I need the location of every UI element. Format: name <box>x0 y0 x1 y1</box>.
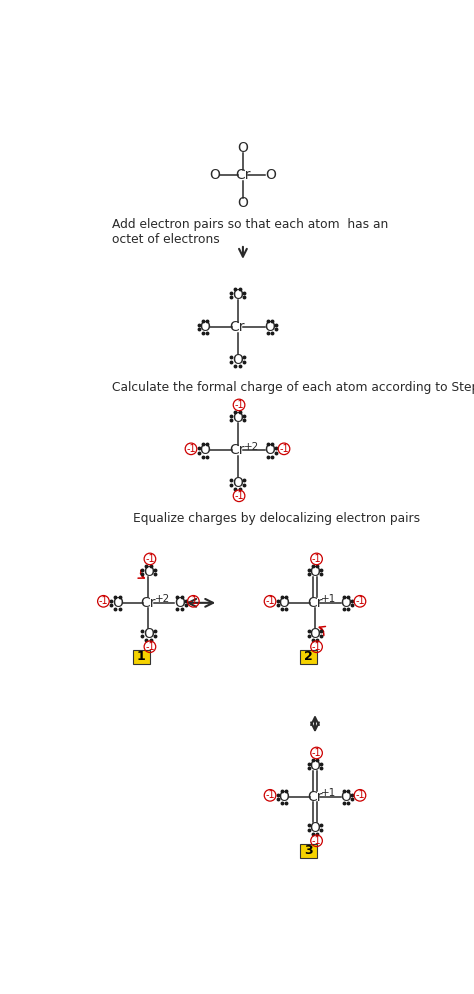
Text: O: O <box>310 626 320 641</box>
Text: O: O <box>264 443 275 457</box>
Text: +1: +1 <box>321 594 337 604</box>
Text: O: O <box>237 196 248 210</box>
FancyBboxPatch shape <box>300 650 317 664</box>
Text: +1: +1 <box>321 788 337 798</box>
FancyBboxPatch shape <box>133 650 150 664</box>
Text: 1: 1 <box>137 650 146 663</box>
Text: Calculate the formal charge of each atom according to Step #4: Calculate the formal charge of each atom… <box>112 381 474 394</box>
Text: -1: -1 <box>355 790 365 800</box>
Text: Add electron pairs so that each atom  has an
octet of electrons: Add electron pairs so that each atom has… <box>112 218 388 246</box>
Text: O: O <box>210 169 220 183</box>
Text: -1: -1 <box>234 400 244 410</box>
Text: -1: -1 <box>312 554 321 564</box>
Text: O: O <box>340 595 351 610</box>
Text: -1: -1 <box>355 596 365 606</box>
Text: Cr: Cr <box>230 443 245 457</box>
Text: 2: 2 <box>304 650 312 663</box>
Text: O: O <box>174 595 185 610</box>
Text: O: O <box>200 320 210 334</box>
Text: -1: -1 <box>99 596 108 606</box>
Text: O: O <box>237 141 248 155</box>
Text: Cr: Cr <box>230 320 245 334</box>
Text: -1: -1 <box>265 790 275 800</box>
Text: O: O <box>310 821 320 835</box>
Text: +2: +2 <box>244 441 259 451</box>
Text: O: O <box>143 626 154 641</box>
Text: O: O <box>310 759 320 773</box>
Text: O: O <box>264 320 275 334</box>
Text: O: O <box>279 790 290 804</box>
Text: O: O <box>143 565 154 580</box>
Text: +2: +2 <box>155 594 170 604</box>
Text: O: O <box>200 443 210 457</box>
Text: 3: 3 <box>304 844 312 857</box>
Text: O: O <box>232 353 243 367</box>
Text: O: O <box>340 790 351 804</box>
Text: -1: -1 <box>189 596 198 606</box>
Text: O: O <box>310 565 320 580</box>
Text: O: O <box>265 169 276 183</box>
Text: -1: -1 <box>186 444 196 454</box>
Text: Cr: Cr <box>235 169 251 183</box>
Text: -1: -1 <box>312 836 321 846</box>
Text: -1: -1 <box>279 444 289 454</box>
Text: Equalize charges by delocalizing electron pairs: Equalize charges by delocalizing electro… <box>133 512 420 525</box>
Text: O: O <box>232 288 243 302</box>
Text: Cr: Cr <box>141 595 156 610</box>
Text: O: O <box>232 476 243 490</box>
Text: -1: -1 <box>234 491 244 501</box>
Text: Cr: Cr <box>307 790 323 804</box>
Text: O: O <box>279 595 290 610</box>
Text: -1: -1 <box>265 596 275 606</box>
Text: Cr: Cr <box>307 595 323 610</box>
Text: -1: -1 <box>312 748 321 758</box>
Text: O: O <box>232 412 243 425</box>
Text: -1: -1 <box>312 642 321 652</box>
Text: -1: -1 <box>145 554 155 564</box>
FancyBboxPatch shape <box>300 844 317 858</box>
Text: -1: -1 <box>145 642 155 652</box>
Text: O: O <box>112 595 123 610</box>
